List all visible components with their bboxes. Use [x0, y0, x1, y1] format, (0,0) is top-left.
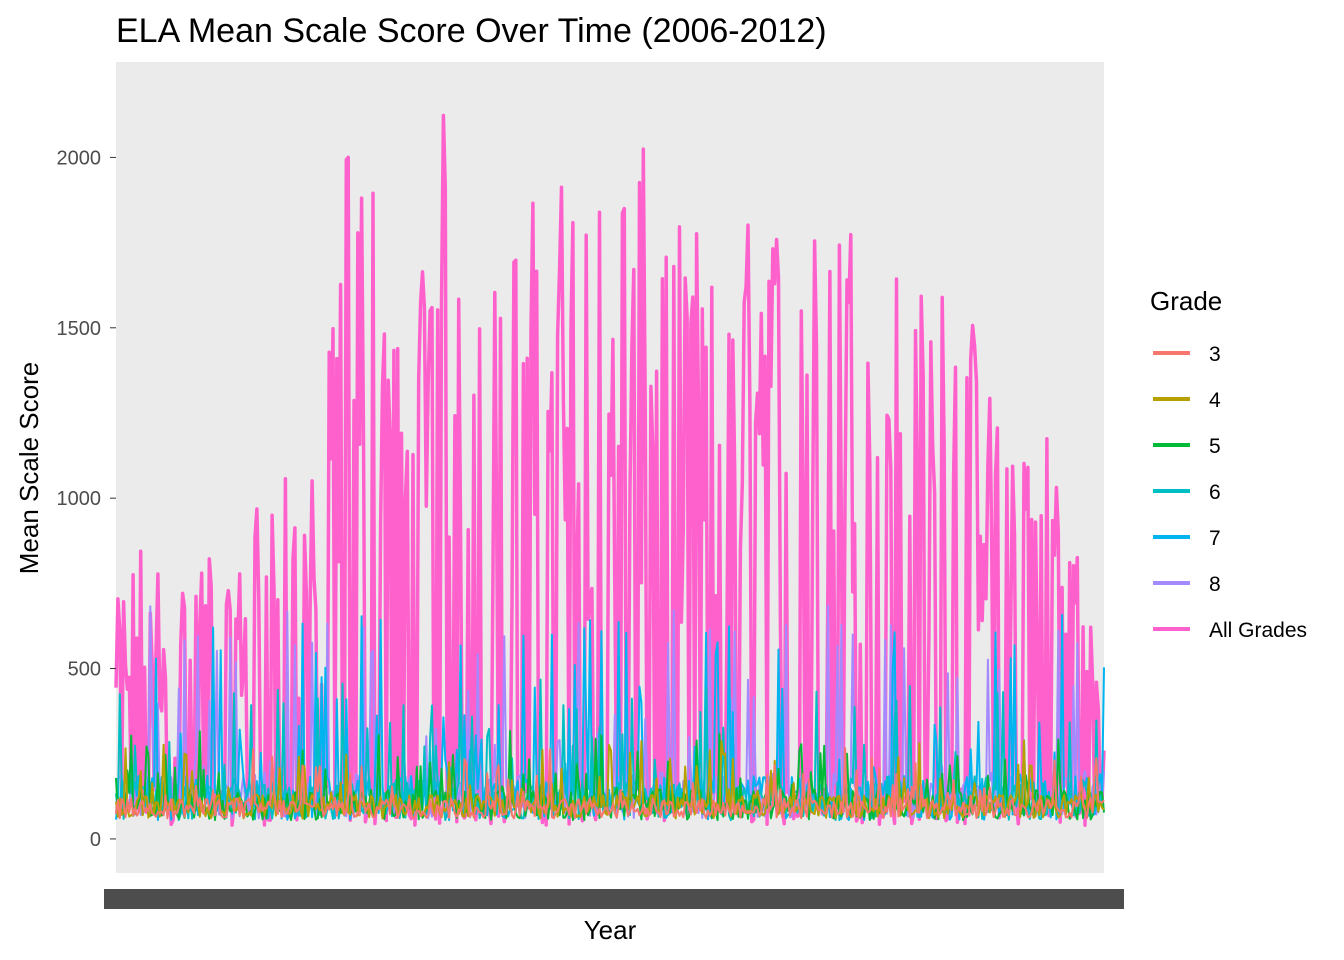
x-axis-title: Year: [584, 915, 637, 945]
legend-label: 6: [1209, 481, 1221, 504]
y-tick-label: 500: [68, 659, 101, 681]
chart-title: ELA Mean Scale Score Over Time (2006-201…: [116, 12, 827, 50]
x-tick-labels-band: [104, 889, 1124, 909]
series-layer: [114, 113, 1106, 827]
y-axis-title: Mean Scale Score: [14, 362, 44, 574]
y-tick-label: 1000: [57, 488, 102, 510]
y-tick-label: 2000: [57, 147, 102, 169]
y-axis: 0 500 1000 1500 2000: [57, 147, 116, 851]
legend-label: 5: [1209, 435, 1221, 458]
legend-label: 4: [1209, 389, 1221, 412]
y-tick-label: 1500: [57, 318, 102, 340]
legend-label: 3: [1209, 343, 1221, 366]
legend-label: All Grades: [1209, 619, 1307, 642]
legend-title: Grade: [1150, 286, 1222, 316]
legend-label: 7: [1209, 527, 1221, 550]
series-line-3: [115, 747, 1105, 820]
legend: 3 4 5 6 7 8 All Grades: [1153, 343, 1307, 642]
y-tick-label: 0: [90, 829, 101, 851]
legend-label: 8: [1209, 573, 1221, 596]
series-line-4: [115, 739, 1105, 820]
